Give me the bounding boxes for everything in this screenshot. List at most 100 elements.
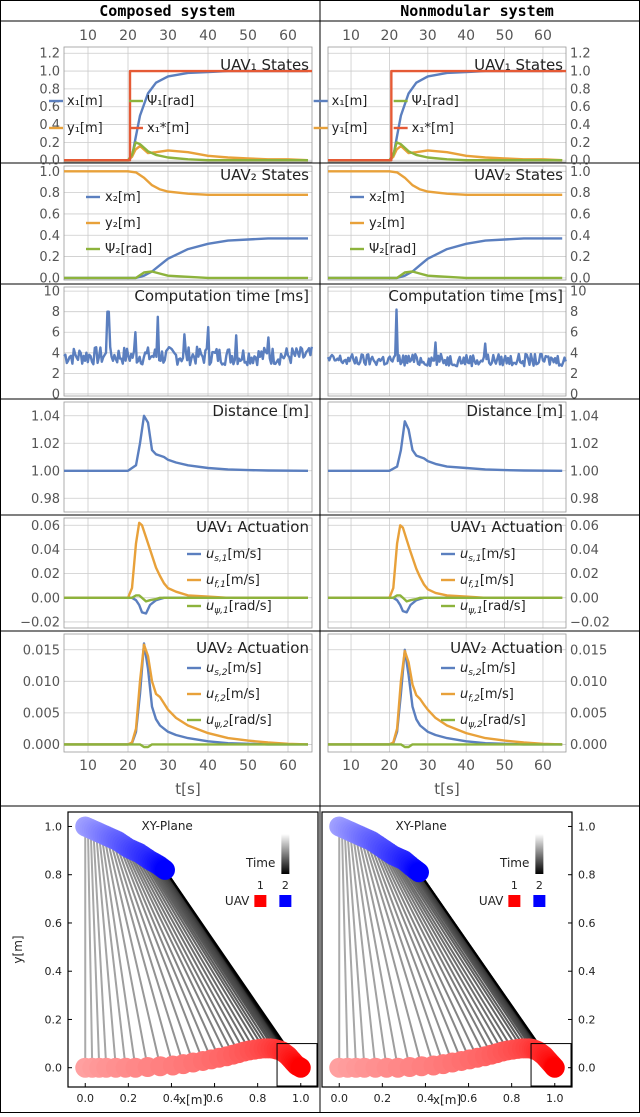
top-t-tick-label: 50 (496, 28, 514, 44)
connection-line (381, 847, 493, 1056)
top-t-tick-label: 40 (199, 28, 217, 44)
plot-frame (327, 633, 567, 753)
x-tick-label: 0.6 (460, 1092, 478, 1105)
connection-line (155, 863, 281, 1051)
y-tick-label: 0.00 (31, 591, 60, 606)
y-tick-label: 0 (52, 387, 60, 402)
uav1-legend-swatch (254, 895, 267, 907)
plot-frame (63, 633, 313, 753)
y-tick-label: 0.005 (23, 706, 60, 721)
series-line-uav1_states-3 (328, 69, 566, 162)
top-t-tick-label: 60 (534, 28, 552, 44)
chart-comp_time-nonmodular: 0 2 4 6 8 10 Computation time [ms] (326, 285, 587, 402)
legend-label: us,1[m/s] (460, 547, 516, 564)
y-tick-label: 1.04 (570, 409, 599, 424)
series-line-uav2_states-1 (328, 170, 563, 196)
y-tick-label: 0.6 (39, 100, 60, 115)
legend-label: uf,2[m/s] (460, 687, 514, 704)
connection-line (119, 842, 213, 1060)
y-tick-label: 0.2 (39, 136, 60, 151)
y-tick-label: 6 (570, 326, 578, 341)
y-tick-label: 0.2 (39, 250, 60, 265)
chart-title: Computation time [ms] (388, 287, 563, 305)
plot-frame (63, 46, 313, 163)
zoom-box (276, 1043, 318, 1087)
connection-line (397, 857, 523, 1049)
plot-frame (327, 165, 567, 281)
y-tick-label: 0.010 (23, 675, 60, 690)
legend-label: uψ,2[rad/s] (460, 713, 526, 730)
bottom-t-tick-label: 30 (419, 758, 437, 774)
top-t-tick-label: 40 (457, 28, 475, 44)
y-tick-label: 0.8 (578, 869, 596, 882)
connection-line (418, 871, 556, 1069)
series-line-uav2_act-2 (64, 743, 308, 749)
uav-legend-name-1: 1 (511, 879, 518, 892)
connection-line (164, 869, 302, 1069)
y-tick-label: 0.015 (23, 643, 60, 658)
uav2-legend-swatch (279, 895, 292, 907)
plot-frame (63, 165, 313, 281)
series-line-uav2_act-1 (328, 649, 563, 746)
xy-y-axis-label: y[m] (11, 935, 25, 963)
connection-line (95, 831, 117, 1068)
plot-frame (327, 286, 567, 397)
connection-line (143, 856, 265, 1049)
connection-line (146, 857, 268, 1049)
y-tick-label: 0.6 (570, 100, 591, 115)
connection-line (135, 851, 251, 1051)
legend-label: x₁*[m] (412, 121, 454, 136)
legend-label: x₁[m] (67, 94, 103, 109)
legend-label: us,2[m/s] (460, 661, 516, 678)
series-line-uav2_states-2 (328, 270, 563, 280)
connection-line (130, 848, 240, 1054)
connection-line (138, 852, 256, 1051)
bottom-t-tick-label: 20 (119, 758, 137, 774)
connection-line (140, 854, 261, 1050)
chart-uav2_act-nonmodular: 0.000 0.005 0.010 0.015 UAV₂ Actuation us,2[m… (327, 633, 607, 798)
y-tick-label: 0.0 (39, 154, 60, 169)
connection-line (108, 837, 174, 1066)
y-tick-label: 0.06 (31, 519, 60, 534)
top-t-tick-label: 10 (342, 28, 360, 44)
xy-x-axis-label: x[m] (179, 1093, 207, 1107)
top-t-tick-label: 10 (79, 28, 97, 44)
uav2-legend-swatch (533, 895, 546, 907)
chart-uav2_act-composed: 0.000 0.005 0.010 0.015 UAV₂ Actuation us,2[m… (23, 633, 313, 798)
chart-xy-plane-composed: 0.0 0.2 0.4 0.6 0.8 1.0 0.0 0.2 0.4 0.6 0.8 1.0 x[m]… (11, 811, 319, 1107)
y-tick-label: 1.2 (39, 47, 60, 62)
x-tick-label: 0.0 (330, 1092, 348, 1105)
connection-line (367, 839, 454, 1063)
bottom-t-tick-label: 20 (381, 758, 399, 774)
x-tick-label: 0.2 (374, 1092, 392, 1105)
legend-label: uψ,2[rad/s] (206, 713, 272, 730)
y-tick-label: 0.4 (39, 118, 60, 133)
column-header-nonmodular: Nonmodular system (400, 2, 554, 20)
x-tick-label: 1.0 (292, 1092, 310, 1105)
chart-uav1_act-composed: −0.02 0.00 0.02 0.04 0.06 UAV₁ Actuation us,1[… (20, 517, 313, 630)
chart-title: UAV₁ States (220, 56, 309, 74)
uav1-position-marker (544, 1057, 565, 1078)
chart-uav1_act-nonmodular: −0.02 0.00 0.02 0.04 0.06 UAV₁ Actuation us,1[… (327, 517, 610, 630)
connection-line (394, 856, 519, 1050)
connection-line (400, 858, 527, 1049)
connection-line (103, 834, 149, 1068)
legend-label: x₂[m] (105, 190, 141, 205)
y-tick-label: 0.8 (45, 869, 63, 882)
connection-line (373, 842, 471, 1060)
connection-line (122, 844, 220, 1059)
y-tick-label: 0.2 (578, 1013, 596, 1026)
connection-line (105, 835, 162, 1067)
chart-title: UAV₂ States (474, 166, 563, 184)
y-tick-label: 0.6 (578, 917, 596, 930)
uav-legend-label: UAV (225, 894, 250, 908)
time-gradient-bar (281, 834, 290, 874)
y-tick-label: 0.010 (570, 675, 607, 690)
connection-line (149, 859, 272, 1049)
connection-line (386, 851, 504, 1053)
x-tick-label: 0.2 (120, 1092, 138, 1105)
y-tick-label: 0.4 (45, 965, 63, 978)
legend-label: uψ,1[rad/s] (460, 599, 526, 616)
connection-line (86, 827, 94, 1068)
chart-uav1_states-composed: 0.0 0.2 0.4 0.6 0.8 1.0 1.2 UAV₁ States x₁[m] Ψ₁[… (39, 46, 313, 169)
